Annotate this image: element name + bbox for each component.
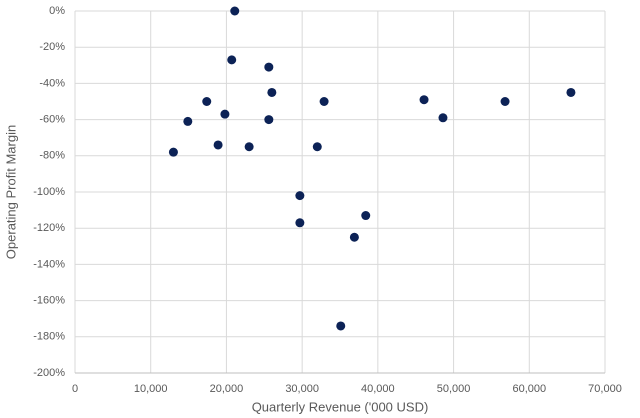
point xyxy=(202,97,212,106)
y-tick-label: -20% xyxy=(39,41,65,53)
point xyxy=(566,87,576,97)
y-tick-label: -60% xyxy=(39,114,65,126)
y-axis-title: Operating Profit Margin xyxy=(3,125,18,259)
y-tick-label: -140% xyxy=(33,258,65,270)
y-tick-label: -180% xyxy=(33,331,65,343)
x-tick-label: 20,000 xyxy=(210,383,244,395)
point xyxy=(213,140,223,150)
x-tick-label: 70,000 xyxy=(588,383,622,395)
point xyxy=(295,191,305,201)
y-tick-label: -200% xyxy=(33,367,65,379)
point xyxy=(230,6,240,16)
x-tick-label: 10,000 xyxy=(134,383,168,395)
point xyxy=(264,115,274,125)
point xyxy=(419,95,429,105)
point xyxy=(336,321,346,331)
point xyxy=(500,97,510,106)
point xyxy=(227,55,237,65)
y-tick-label: -100% xyxy=(33,186,65,198)
point xyxy=(295,218,305,228)
y-tick-label: -160% xyxy=(33,295,65,307)
point xyxy=(319,97,329,106)
point xyxy=(264,62,274,72)
point xyxy=(244,142,254,152)
x-axis-title: Quarterly Revenue ('000 USD) xyxy=(252,399,429,414)
point xyxy=(168,147,178,157)
y-tick-label: 0% xyxy=(49,5,65,17)
point xyxy=(349,232,359,242)
point xyxy=(438,113,448,123)
x-tick-label: 30,000 xyxy=(285,383,319,395)
point xyxy=(220,109,230,119)
x-tick-label: 60,000 xyxy=(512,383,546,395)
point xyxy=(312,142,322,152)
point xyxy=(183,116,193,126)
y-tick-label: -80% xyxy=(39,150,65,162)
point xyxy=(361,211,371,221)
x-tick-label: 0 xyxy=(72,383,78,395)
x-tick-label: 50,000 xyxy=(437,383,471,395)
y-tick-label: -40% xyxy=(39,77,65,89)
y-tick-label: -120% xyxy=(33,222,65,234)
x-tick-label: 40,000 xyxy=(361,383,395,395)
point xyxy=(267,87,277,97)
